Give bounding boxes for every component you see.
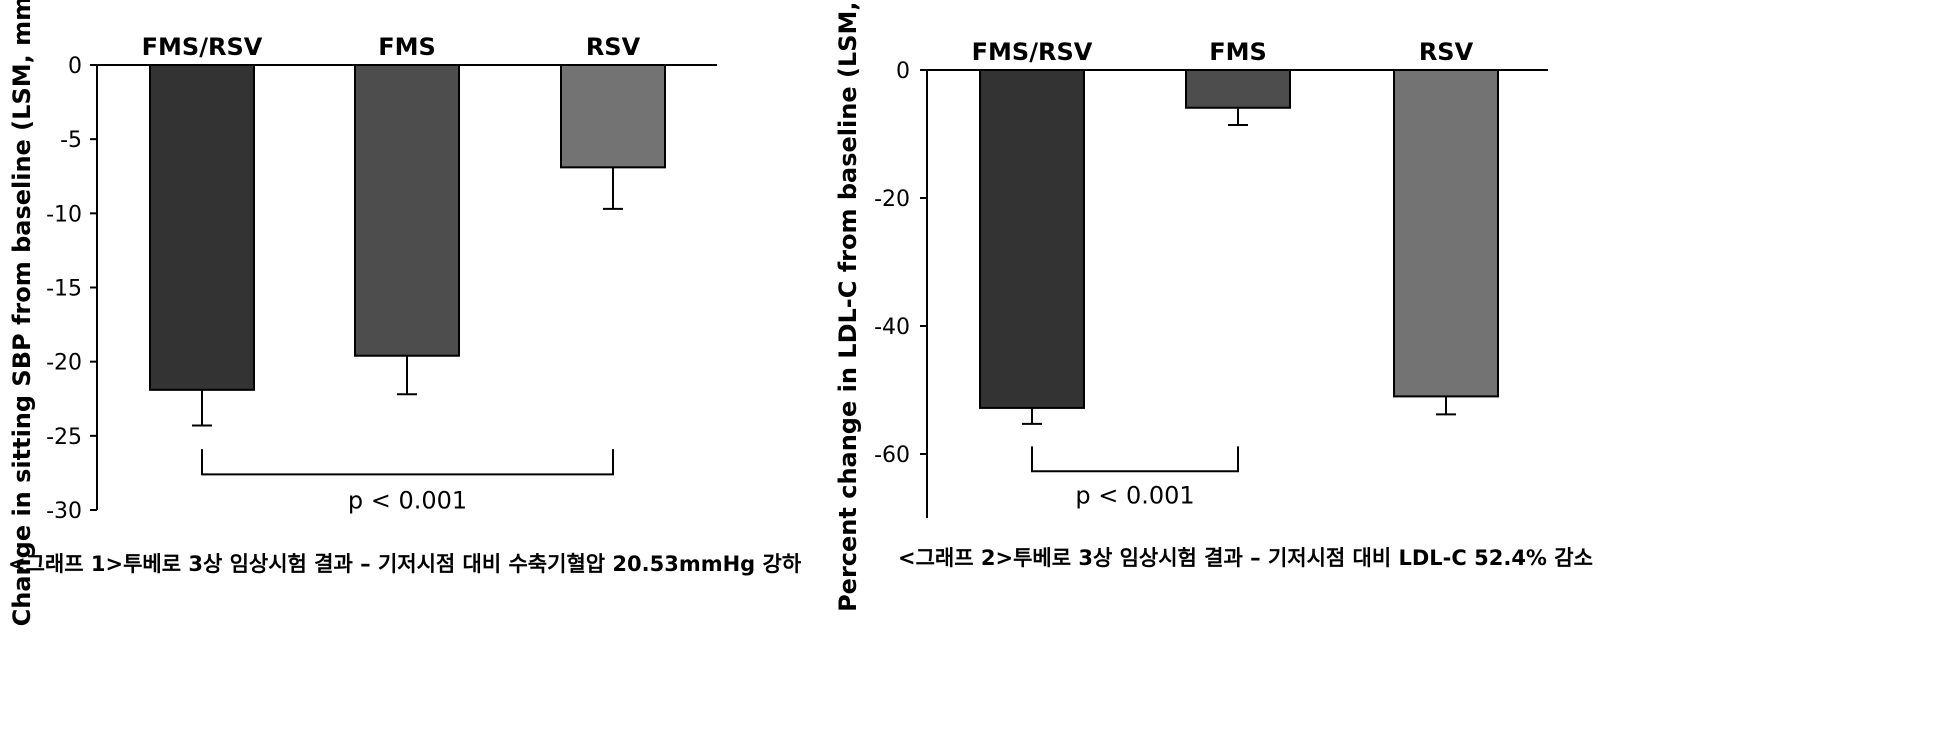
- p-value-label: p < 0.001: [348, 486, 467, 514]
- category-label: FMS: [1209, 38, 1267, 66]
- bar-fms-rsv: [979, 69, 1085, 409]
- y-tick-label: -20: [46, 351, 82, 376]
- figure-caption: <그래프 1>투베로 3상 임상시험 결과 – 기저시점 대비 수축기혈압 20…: [8, 552, 802, 576]
- y-tick-label: -60: [874, 443, 910, 468]
- y-axis-title: Percent change in LDL-C from baseline (L…: [834, 0, 862, 612]
- bar-fms: [1185, 69, 1291, 109]
- bar-rsv: [560, 64, 666, 169]
- y-tick-label: 0: [896, 59, 910, 84]
- y-tick-label: -15: [46, 277, 82, 302]
- p-value-label: p < 0.001: [1075, 481, 1194, 509]
- y-tick-label: 0: [68, 54, 82, 79]
- category-label: FMS/RSV: [142, 33, 263, 61]
- category-label: RSV: [1419, 38, 1474, 66]
- ldl-chart: 0 -20 -40 -60 FMS/RSV FMS RSV p < 0.001 Percent …: [834, 0, 1593, 612]
- y-tick-label: -30: [46, 499, 82, 524]
- bar-fms: [354, 64, 460, 357]
- y-tick-label: -10: [46, 202, 82, 227]
- figure-caption: <그래프 2>투베로 3상 임상시험 결과 – 기저시점 대비 LDL-C 52…: [898, 546, 1593, 570]
- y-tick-label: -25: [46, 425, 82, 450]
- y-axis-title: Change in sitting SBP from baseline (LSM…: [8, 0, 36, 626]
- bar-rsv: [1393, 69, 1499, 398]
- significance-bracket: [201, 449, 614, 476]
- category-label: RSV: [586, 33, 641, 61]
- sbp-chart: 0 -5 -10 -15 -20 -25 -30 FMS/RSV FMS RSV p < 0.001…: [8, 0, 802, 626]
- y-tick-label: -5: [60, 128, 82, 153]
- category-label: FMS: [378, 33, 436, 61]
- y-tick-label: -40: [874, 315, 910, 340]
- bar-fms-rsv: [149, 64, 255, 391]
- significance-bracket: [1031, 446, 1239, 473]
- y-tick-label: -20: [874, 187, 910, 212]
- category-label: FMS/RSV: [972, 38, 1093, 66]
